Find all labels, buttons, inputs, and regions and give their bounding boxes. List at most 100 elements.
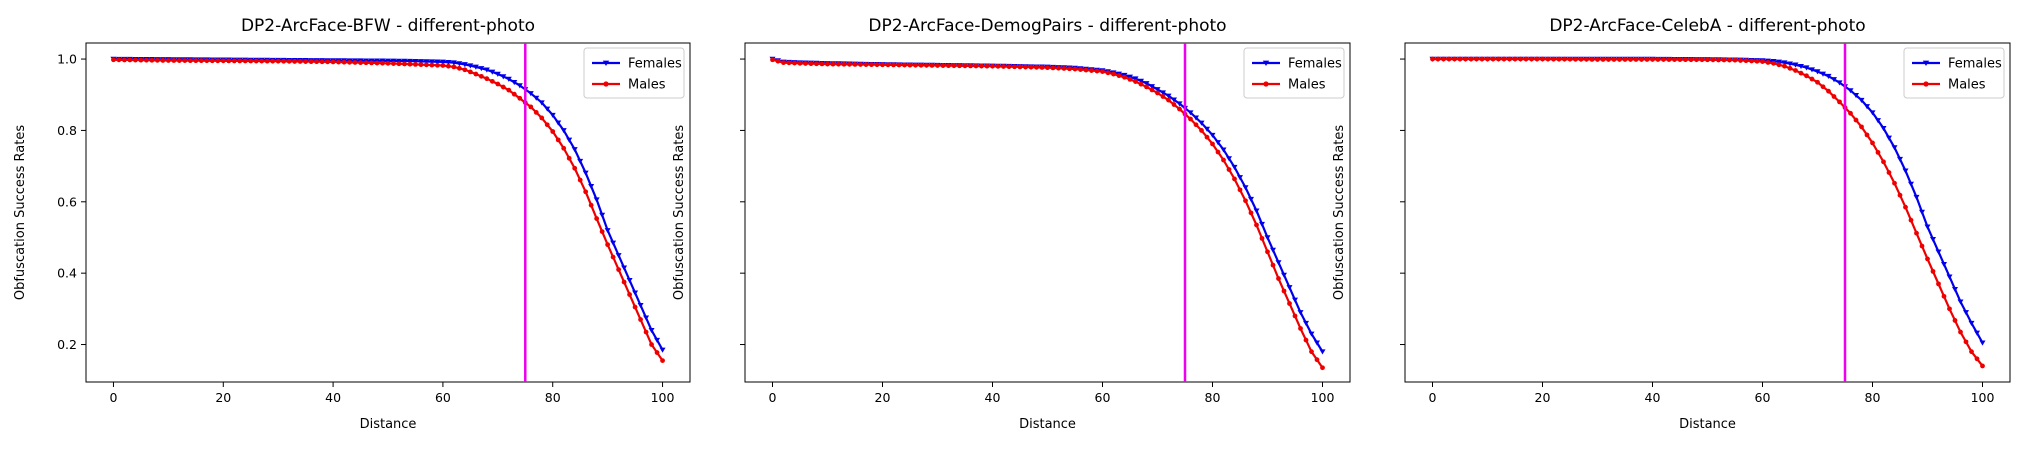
data-point: [1188, 116, 1193, 122]
data-point: [1061, 66, 1067, 71]
data-point: [880, 62, 885, 68]
data-point: [1160, 90, 1166, 96]
data-point: [1870, 140, 1875, 146]
data-point: [413, 62, 418, 67]
data-point: [1666, 57, 1672, 62]
data-point: [1880, 126, 1887, 132]
data-point: [209, 58, 215, 64]
chart-panel-3: DP2-ArcFace-CelebA - different-photo 0 20 4…: [1332, 16, 2011, 432]
data-point: [1892, 180, 1897, 186]
data-point: [891, 62, 896, 68]
data-point: [1869, 110, 1876, 116]
data-point: [472, 64, 479, 70]
data-point: [621, 265, 628, 271]
data-point: [1314, 340, 1320, 346]
data-point: [1963, 339, 1969, 345]
data-point: [417, 59, 424, 65]
y-tick-label: 0.2: [57, 337, 77, 352]
data-point: [1958, 329, 1963, 335]
data-point: [336, 59, 341, 65]
data-point: [127, 57, 133, 63]
data-point: [1814, 69, 1821, 75]
data-point: [654, 337, 661, 343]
data-point: [1050, 65, 1056, 71]
data-point: [1584, 56, 1589, 62]
data-point: [550, 129, 556, 134]
data-point: [1875, 118, 1881, 124]
data-point: [456, 65, 462, 71]
data-point: [527, 91, 534, 97]
data-point: [1155, 90, 1160, 96]
data-point: [1853, 93, 1859, 99]
data-point: [599, 212, 606, 218]
data-point: [380, 60, 385, 66]
data-point: [643, 329, 649, 335]
data-point: [1853, 117, 1859, 123]
data-point: [1820, 71, 1826, 77]
data-point: [1908, 217, 1914, 223]
data-point: [1556, 56, 1562, 62]
data-point: [638, 317, 643, 322]
data-point: [171, 58, 177, 63]
data-point: [1270, 262, 1276, 268]
data-point: [1226, 167, 1232, 172]
data-point: [643, 315, 650, 321]
data-point: [1947, 306, 1952, 312]
data-point: [1308, 331, 1315, 337]
data-point: [1969, 349, 1974, 355]
data-point: [1974, 330, 1980, 336]
data-point: [517, 95, 523, 101]
data-point: [1264, 235, 1271, 241]
data-point: [1600, 57, 1606, 62]
data-point: [588, 184, 595, 190]
legend-marker: [1262, 60, 1270, 67]
data-point: [830, 61, 836, 67]
data-point: [797, 60, 803, 66]
x-tick-label: 0: [1429, 390, 1437, 405]
legend-label: Males: [1948, 78, 1986, 93]
data-point: [560, 128, 567, 134]
data-point: [1825, 73, 1832, 80]
data-point: [979, 63, 984, 69]
data-point: [1913, 194, 1920, 201]
data-point: [1116, 73, 1122, 79]
data-point: [1567, 56, 1573, 62]
data-point: [1891, 145, 1898, 151]
data-point: [1143, 81, 1150, 87]
data-point: [424, 62, 429, 68]
data-point: [1100, 69, 1105, 74]
data-point: [1595, 57, 1600, 62]
legend: Females Males: [1243, 47, 1345, 99]
data-point: [863, 62, 869, 67]
data-point: [1160, 94, 1166, 99]
data-point: [198, 58, 204, 64]
data-point: [929, 63, 935, 68]
y-tick-label: 0.8: [57, 123, 77, 138]
data-point: [814, 61, 819, 67]
data-point: [1589, 56, 1595, 62]
data-point: [1237, 187, 1243, 193]
series-males: [1430, 56, 1985, 369]
data-point: [858, 62, 863, 67]
data-point: [913, 62, 918, 68]
data-point: [847, 61, 852, 67]
data-point: [483, 67, 490, 73]
data-point: [1507, 56, 1512, 62]
data-point: [374, 60, 380, 66]
data-point: [462, 67, 468, 73]
data-point: [902, 62, 907, 68]
data-point: [1193, 122, 1199, 128]
x-axis-label: Distance: [1019, 417, 1076, 432]
x-tick-label: 80: [1205, 390, 1221, 405]
data-point: [907, 62, 913, 68]
data-point: [1320, 365, 1325, 371]
data-point: [1056, 65, 1061, 71]
data-point: [1276, 276, 1281, 281]
data-point: [467, 69, 473, 75]
data-point: [869, 62, 874, 68]
series-males: [770, 57, 1325, 371]
legend-label: Females: [1948, 57, 2002, 72]
data-point: [1452, 56, 1457, 62]
data-point: [1936, 281, 1941, 287]
data-point: [1259, 235, 1265, 241]
